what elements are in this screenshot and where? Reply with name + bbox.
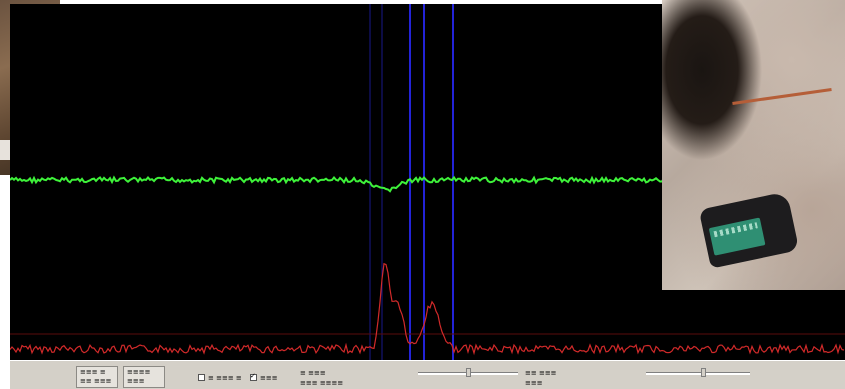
checkbox-2[interactable] <box>250 372 257 381</box>
readout-1: ≡ ≡≡≡ <box>300 369 326 377</box>
sensor-wire <box>732 88 832 105</box>
absorption-trace <box>10 262 845 356</box>
slider-2-track[interactable] <box>646 372 750 375</box>
readout-2: ≡≡≡ ≡≡≡≡ <box>300 379 344 387</box>
sensor-circuit-board <box>708 217 766 256</box>
slider-thumb-icon[interactable] <box>466 368 471 377</box>
control-button-1-line-2: ≡≡ ≡≡≡ <box>80 377 112 385</box>
control-bar: ≡≡≡ ≡ ≡≡ ≡≡≡ ≡≡≡≡ ≡≡≡ ≡ ≡≡≡ ≡ ≡≡≡ ≡ ≡≡≡ … <box>10 360 845 389</box>
checkbox-1-label: ≡ ≡≡≡ ≡ <box>208 374 242 382</box>
slider-thumb-icon[interactable] <box>701 368 707 377</box>
readout-3: ≡≡ ≡≡≡ <box>525 369 557 377</box>
checkbox-1[interactable] <box>198 374 205 381</box>
control-button-2[interactable]: ≡≡≡≡ ≡≡≡ <box>123 366 165 388</box>
control-button-1[interactable]: ≡≡≡ ≡ ≡≡ ≡≡≡ <box>76 366 118 388</box>
right-background-photo <box>662 0 845 290</box>
control-button-2-line-2: ≡≡≡ <box>127 377 145 385</box>
control-button-2-line-1: ≡≡≡≡ <box>127 368 151 376</box>
checkbox-2-label: ≡≡≡ <box>260 374 278 382</box>
control-button-1-line-1: ≡≡≡ ≡ <box>80 368 106 376</box>
sensor-module <box>698 191 800 269</box>
readout-4: ≡≡≡ <box>525 379 543 387</box>
